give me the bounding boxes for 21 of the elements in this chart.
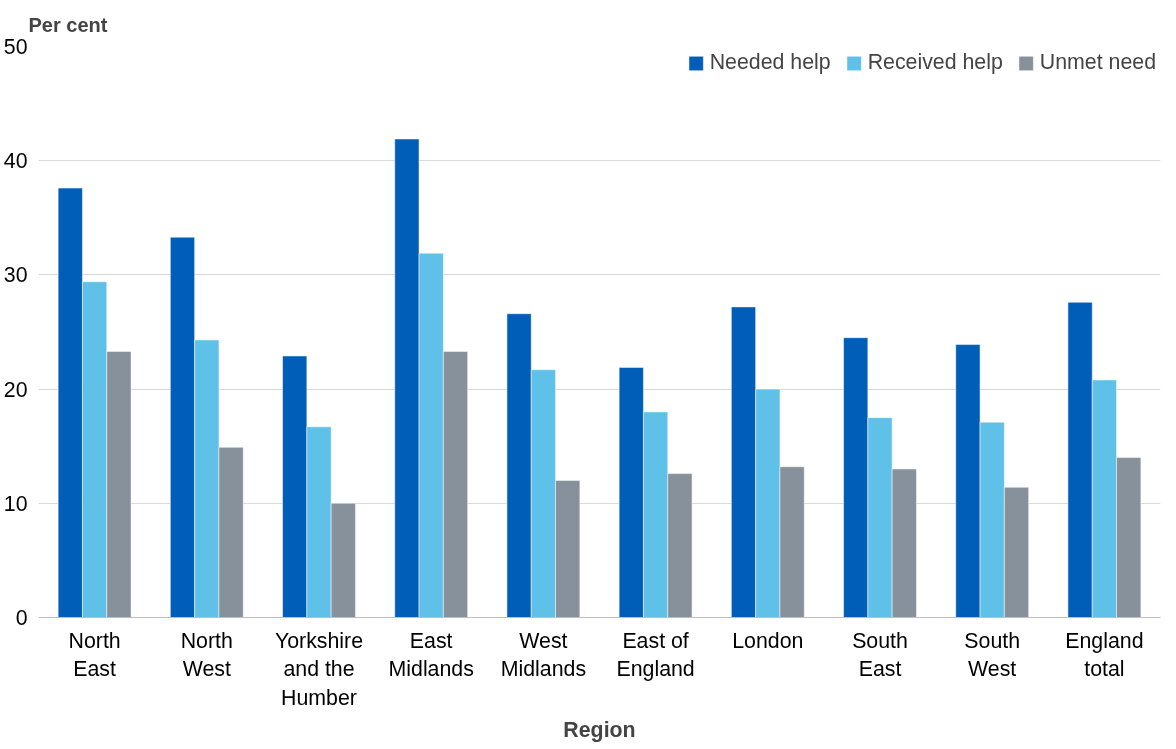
y-tick-label: 10 (3, 491, 28, 516)
y-tick-label: 30 (3, 263, 28, 288)
x-tick-label: East Midlands (388, 628, 474, 682)
x-tick-label: Yorkshire and the Humber (274, 628, 364, 711)
y-tick-label: 20 (3, 377, 28, 402)
legend-label: Unmet need (1039, 50, 1156, 75)
x-tick-label: East of England (616, 628, 695, 682)
x-tick-label: South East (852, 628, 908, 682)
x-tick-label: North East (68, 628, 121, 682)
legend-label: Received help (867, 50, 1003, 75)
y-tick-label: 40 (3, 149, 28, 174)
y-tick-label: 50 (3, 35, 28, 59)
x-tick-label: South West (964, 628, 1021, 682)
y-axis-title: Per cent (28, 13, 108, 36)
legend-label: Needed help (709, 50, 831, 75)
x-tick-label: England total (1065, 628, 1144, 682)
y-tick-label: 0 (15, 606, 28, 630)
x-axis-title: Region (563, 718, 636, 743)
x-tick-label: West Midlands (500, 628, 587, 682)
x-tick-label: London (732, 628, 804, 653)
x-tick-label: North West (180, 628, 233, 682)
